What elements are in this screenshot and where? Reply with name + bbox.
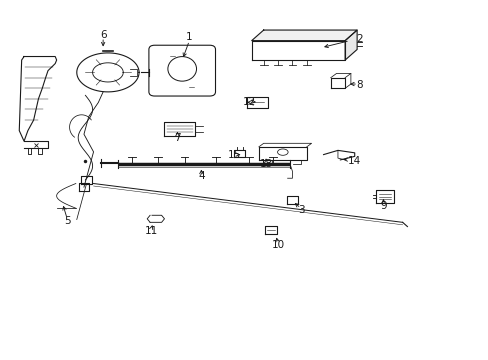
Text: 9: 9 [379, 202, 386, 211]
Text: 10: 10 [271, 240, 284, 250]
Text: 8: 8 [355, 80, 362, 90]
Polygon shape [251, 30, 356, 41]
Text: 5: 5 [64, 216, 70, 226]
Text: 7: 7 [174, 133, 181, 143]
Text: 2: 2 [355, 34, 362, 44]
Text: 3: 3 [297, 205, 304, 215]
Text: 15: 15 [228, 150, 241, 160]
Text: 4: 4 [198, 171, 204, 181]
Text: 13: 13 [259, 159, 272, 169]
Text: 14: 14 [347, 156, 361, 166]
Text: 12: 12 [242, 98, 255, 107]
Polygon shape [345, 30, 356, 60]
Text: 11: 11 [144, 226, 157, 236]
Text: 6: 6 [100, 30, 106, 40]
Text: 1: 1 [186, 32, 192, 42]
